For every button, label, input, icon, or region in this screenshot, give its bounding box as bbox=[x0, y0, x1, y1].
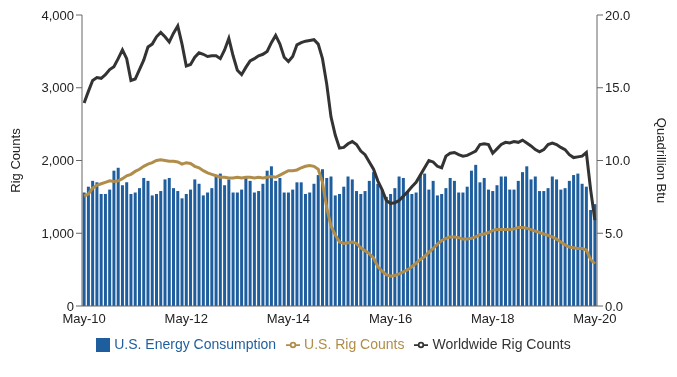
svg-text:May-10: May-10 bbox=[62, 311, 106, 327]
svg-text:0: 0 bbox=[67, 299, 74, 314]
svg-text:May-18: May-18 bbox=[471, 311, 514, 326]
html-text:U.S. Energy Consumption: U.S. Energy Consumption bbox=[114, 336, 277, 352]
svg-text:May-20: May-20 bbox=[573, 311, 617, 327]
svg-text:20.0: 20.0 bbox=[605, 8, 630, 23]
svg-text:2,000: 2,000 bbox=[41, 153, 74, 168]
svg-text:Quadrillion Btu: Quadrillion Btu bbox=[654, 118, 669, 203]
svg-text:5.0: 5.0 bbox=[605, 226, 623, 241]
svg-text:0.0: 0.0 bbox=[605, 299, 623, 314]
html-text:U.S. Rig Counts: U.S. Rig Counts bbox=[304, 336, 405, 352]
svg-text:1,000: 1,000 bbox=[41, 226, 74, 241]
svg-text:May-16: May-16 bbox=[369, 311, 412, 326]
svg-text:May-14: May-14 bbox=[267, 311, 310, 326]
svg-text:3,000: 3,000 bbox=[41, 80, 74, 95]
svg-text:Rig Counts: Rig Counts bbox=[8, 128, 23, 193]
svg-text:15.0: 15.0 bbox=[605, 80, 630, 95]
svg-text:May-12: May-12 bbox=[165, 311, 208, 326]
svg-text:10.0: 10.0 bbox=[605, 153, 630, 168]
html-text:Worldwide Rig Counts: Worldwide Rig Counts bbox=[432, 336, 571, 352]
svg-text:4,000: 4,000 bbox=[41, 8, 74, 23]
